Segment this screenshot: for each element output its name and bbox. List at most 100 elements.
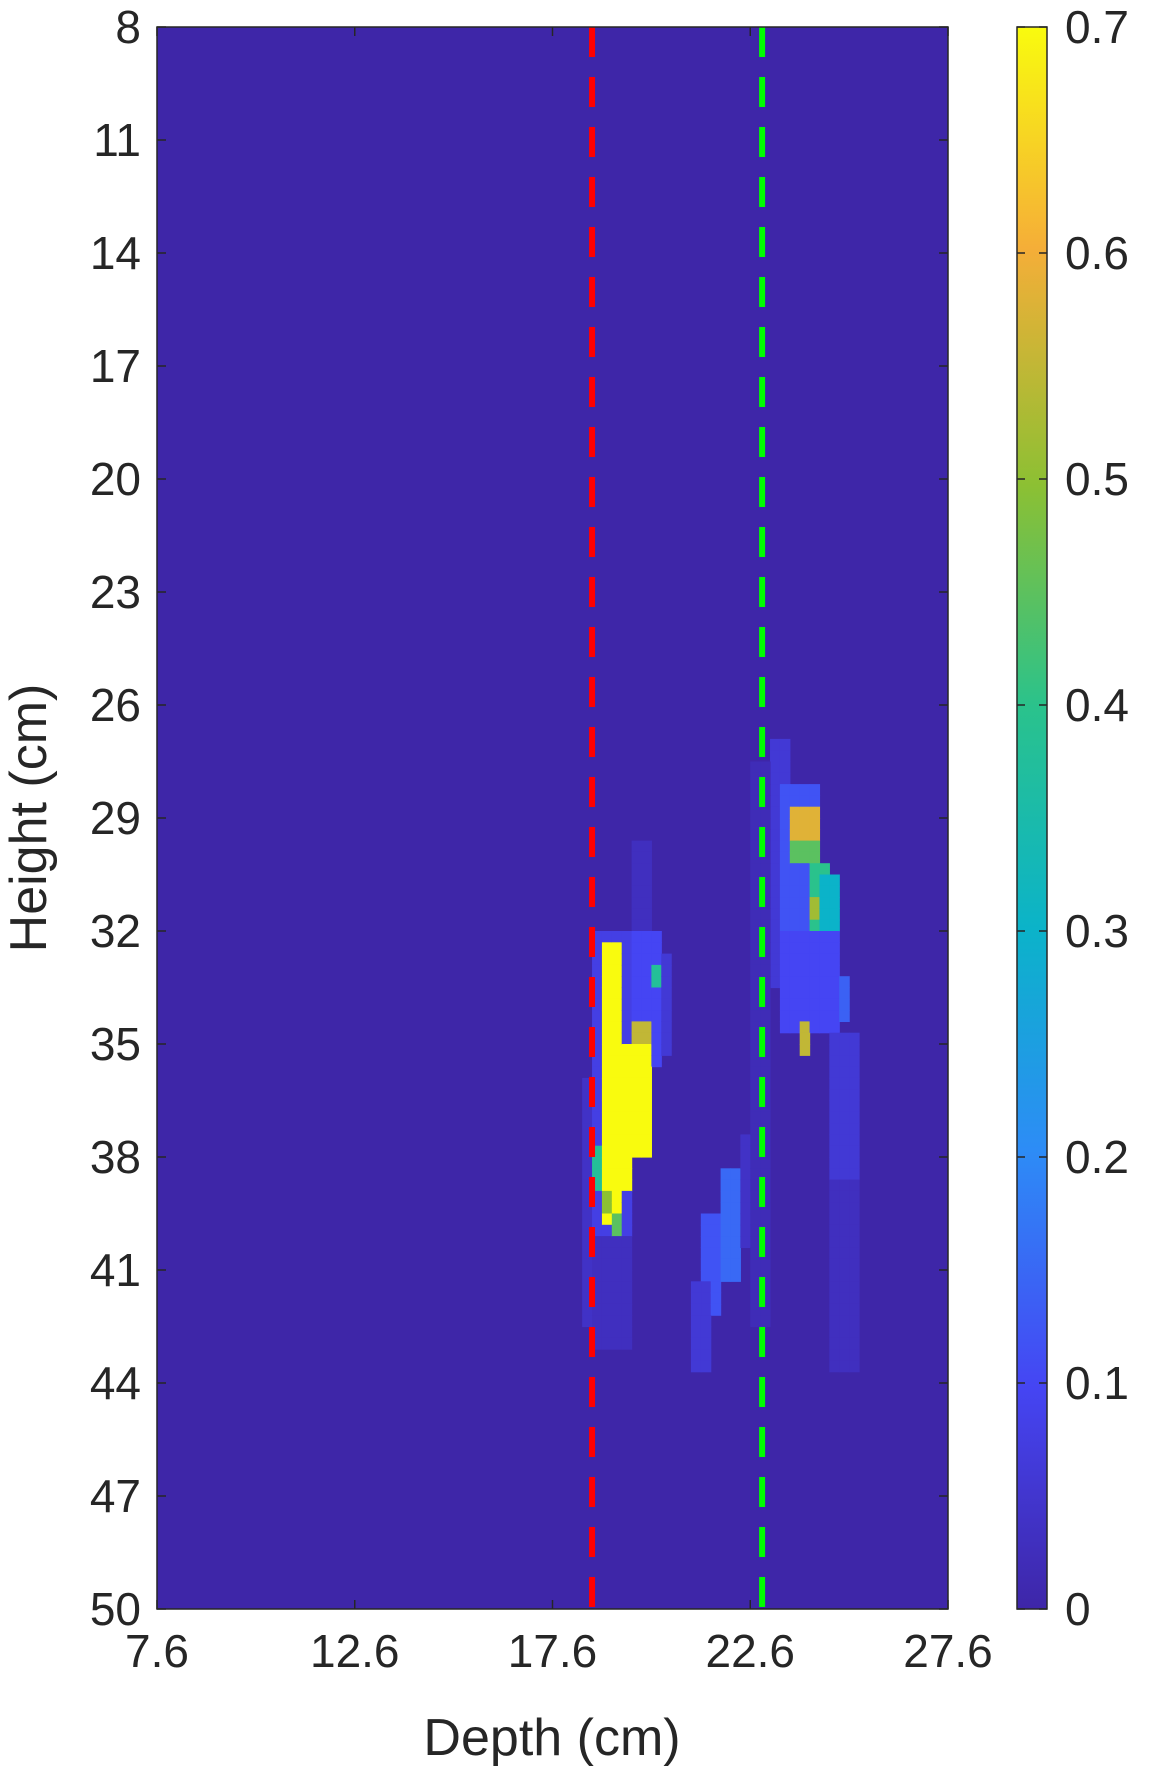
heatmap-cell [760, 840, 771, 853]
heatmap-cell [582, 1145, 593, 1158]
heatmap-cell [809, 897, 821, 909]
x-axis-ticks: 7.6 12.6 17.6 22.6 27.6 [125, 27, 993, 1677]
heatmap-cell [651, 942, 662, 955]
heatmap-cell [799, 885, 811, 898]
heatmap-cell [809, 998, 821, 1011]
heatmap-cell [839, 1281, 850, 1294]
heatmap-cell [641, 987, 652, 1000]
heatmap-cell [750, 885, 761, 898]
heatmap-cell [700, 1349, 712, 1361]
heatmap-cell [592, 1190, 603, 1203]
heatmap-cell [641, 874, 652, 887]
heatmap-cell [750, 851, 761, 864]
heatmap-cell [829, 1044, 840, 1056]
heatmap-cell [621, 942, 633, 955]
heatmap-cell [839, 1349, 850, 1361]
heatmap-cell [819, 964, 830, 977]
heatmap-cell [730, 1190, 741, 1203]
heatmap-cell [601, 1168, 613, 1181]
heatmap-cell [809, 931, 821, 943]
heatmap-cell [592, 1337, 603, 1350]
heatmap-cell [582, 1292, 593, 1305]
heatmap-cell [690, 1326, 702, 1339]
heatmap-cell [760, 1021, 771, 1034]
heatmap-cell [601, 1123, 613, 1135]
heatmap-cell [592, 1326, 603, 1339]
colorbar-gradient [1016, 26, 1048, 1610]
heatmap-cell [690, 1337, 702, 1350]
heatmap-cell [641, 1010, 652, 1022]
heatmap-cell [651, 1032, 662, 1045]
heatmap-cell [829, 1258, 840, 1271]
heatmap-cell [819, 908, 830, 921]
heatmap-cell [601, 1202, 613, 1215]
heatmap-cell [582, 1303, 593, 1316]
heatmap-cell [750, 942, 761, 955]
heatmap-cell [789, 829, 801, 842]
heatmap-cell [611, 1281, 623, 1294]
heatmap-cell [601, 1100, 613, 1113]
heatmap-cell [690, 1349, 702, 1361]
heatmap-cell [839, 1337, 850, 1350]
heatmap-cell [750, 1258, 761, 1271]
heatmap-cell [582, 1202, 593, 1215]
heatmap-cell [750, 953, 761, 966]
heatmap-cell [829, 1349, 840, 1361]
heatmap-cell [849, 1168, 860, 1181]
heatmap-cell [799, 874, 811, 887]
heatmap-cell [611, 1337, 623, 1350]
heatmap-cell [750, 1077, 761, 1090]
heatmap-cell [631, 931, 643, 943]
heatmap-cell [621, 1258, 633, 1271]
heatmap-cell [582, 1258, 593, 1271]
heatmap-cell [740, 1179, 751, 1192]
heatmap-cell [809, 863, 821, 876]
heatmap-cell [621, 1111, 633, 1124]
heatmap-cell [611, 1292, 623, 1305]
heatmap-cell [789, 964, 801, 977]
heatmap-cell [849, 1100, 860, 1113]
heatmap-cell [779, 1021, 791, 1034]
heatmap-cell [641, 1032, 652, 1045]
heatmap-cell [641, 1055, 652, 1068]
heatmap-cell [750, 1055, 761, 1068]
heatmap-cell [750, 1315, 761, 1328]
heatmap-cell [770, 738, 781, 751]
heatmap-cell [760, 1111, 771, 1124]
heatmap-cell [611, 1055, 623, 1068]
heatmap-cell [809, 840, 821, 853]
x-tick-label: 27.6 [903, 1625, 993, 1677]
heatmap-cell [760, 829, 771, 842]
heatmap-cell [651, 976, 662, 989]
heatmap-cell [819, 942, 830, 955]
heatmap-cell [631, 851, 643, 864]
heatmap-cell [661, 1032, 672, 1045]
heatmap-cell [779, 919, 791, 932]
heatmap-cell [839, 1213, 850, 1226]
heatmap-cell [779, 1010, 791, 1022]
heatmap-cell [611, 1270, 623, 1282]
heatmap-cell [760, 772, 771, 785]
heatmap-cell [849, 1281, 860, 1294]
plot-area: 7.6 12.6 17.6 22.6 27.6 8 11 14 17 20 23 26 29 32 35 3… [90, 1, 993, 1677]
heatmap-cell [592, 1089, 603, 1102]
heatmap-cell [611, 1326, 623, 1339]
y-tick-label: 50 [90, 1583, 141, 1635]
heatmap-cell [799, 942, 811, 955]
heatmap-cell [601, 964, 613, 977]
heatmap-cell [750, 919, 761, 932]
heatmap-cell [621, 931, 633, 943]
heatmap-cell [631, 1077, 643, 1090]
heatmap-cell [700, 1326, 712, 1339]
heatmap-cell [849, 1315, 860, 1328]
heatmap-cell [710, 1303, 722, 1316]
heatmap-cell [621, 1157, 633, 1169]
heatmap-cell [760, 953, 771, 966]
heatmap-cell [779, 851, 791, 864]
heatmap-cell [799, 829, 811, 842]
heatmap-cell [710, 1281, 722, 1294]
heatmap-cell [601, 976, 613, 989]
heatmap-cell [621, 987, 633, 1000]
heatmap-cell [750, 784, 761, 796]
